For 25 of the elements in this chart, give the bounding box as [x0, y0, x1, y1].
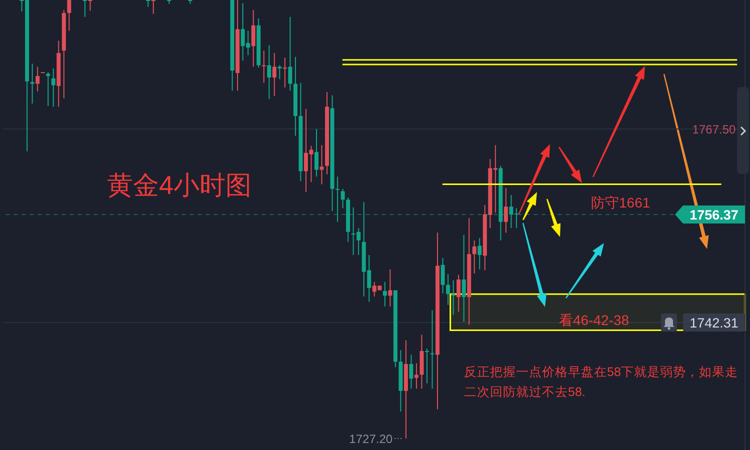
candlestick [30, 64, 34, 104]
candlestick [262, 50, 266, 83]
candlestick [414, 363, 418, 389]
annotation: 1727.20 [349, 432, 393, 446]
y-tick-label: 1742.31 [690, 315, 738, 330]
candlestick [88, 0, 92, 11]
candlestick [451, 280, 456, 315]
candlestick [278, 65, 282, 80]
candlestick [167, 0, 172, 4]
candlestick [320, 145, 324, 184]
candlestick [188, 0, 192, 4]
candlestick [336, 176, 340, 222]
candlestick [146, 0, 150, 7]
candlestick [282, 58, 287, 88]
band-label: 看46-42-38 [558, 312, 630, 328]
candlestick [424, 348, 429, 384]
y-tick-label: 1767.50 [692, 122, 736, 136]
candlestick [430, 310, 434, 389]
candlestick [151, 0, 156, 14]
ref-line-label: 防守1661 [591, 194, 650, 210]
annotation: 反正把握一点价格早盘在58下就是弱势，如果走二次回防就过不去58. [464, 364, 739, 401]
candlestick [46, 72, 50, 106]
text: 黄金4小时图 [107, 170, 252, 200]
y-tick-label: 1756.37 [690, 207, 738, 222]
candlestick [82, 0, 87, 17]
